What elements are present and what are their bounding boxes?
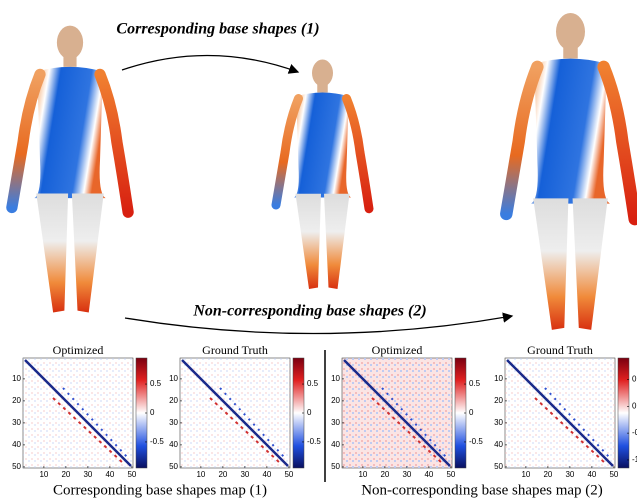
diagonal [62,387,129,459]
x-tick-label: 30 [83,470,92,479]
x-tick-label: 30 [565,470,574,479]
x-tick-label: 40 [424,470,433,479]
y-tick-label: 10 [169,374,178,383]
x-tick-label: 40 [587,470,596,479]
colorbar-tick-label: 0 [632,401,637,410]
colorbar-tick-label: 0.5 [150,379,162,388]
colorbar-tick-label: 0.5 [307,379,319,388]
diagonal [24,359,132,467]
y-tick-label: 40 [169,440,178,449]
diagonal [52,397,124,464]
body-shape [276,60,369,290]
x-tick-label: 20 [61,470,70,479]
y-tick-label: 10 [12,374,21,383]
colorbar-tick-label: -0.5 [307,437,321,446]
colorbar-tick-label: 0.5 [469,379,481,388]
diagonal [343,359,451,467]
x-tick-label: 30 [240,470,249,479]
y-tick-label: 10 [331,374,340,383]
colorbar-tick-label: -0.5 [469,437,483,446]
y-tick-label: 40 [331,440,340,449]
x-tick-label: 50 [127,470,136,479]
y-tick-label: 50 [169,462,178,471]
y-tick-label: 10 [494,374,503,383]
colorbar-tick-label: -1 [632,455,637,464]
caption: Non-corresponding base shapes map (2) [361,482,603,498]
diagonal [506,359,614,467]
diagonal [181,359,289,467]
diagonal [534,397,606,464]
colorbar [617,357,630,469]
y-tick-label: 40 [12,440,21,449]
x-tick-label: 40 [262,470,271,479]
arrow-label: Corresponding base shapes (1) [116,21,319,38]
x-tick-label: 10 [358,470,367,479]
panel-title: Optimized [372,343,423,357]
x-tick-label: 50 [446,470,455,479]
diagonal [209,397,281,464]
x-tick-label: 20 [218,470,227,479]
x-tick-label: 50 [284,470,293,479]
colorbar-tick-label: 0 [150,408,155,417]
x-tick-label: 50 [609,470,618,479]
y-tick-label: 50 [12,462,21,471]
colorbar-tick-label: -0.5 [150,437,164,446]
x-tick-label: 10 [521,470,530,479]
diagonal [371,397,443,464]
x-tick-label: 40 [105,470,114,479]
arrow [124,312,514,335]
y-tick-label: 30 [331,418,340,427]
panel-title: Ground Truth [527,343,593,357]
diagonal [219,387,286,459]
y-tick-label: 50 [331,462,340,471]
y-tick-label: 30 [494,418,503,427]
colorbar-tick-label: 0 [307,408,312,417]
colorbar-tick-label: -0.5 [632,428,637,437]
body-shape [506,13,634,330]
x-tick-label: 20 [543,470,552,479]
y-tick-label: 20 [331,396,340,405]
y-tick-label: 30 [169,418,178,427]
caption: Corresponding base shapes map (1) [53,482,267,498]
y-tick-label: 20 [12,396,21,405]
diagonal [544,387,611,459]
y-tick-label: 50 [494,462,503,471]
y-tick-label: 40 [494,440,503,449]
panel-title: Ground Truth [202,343,268,357]
y-tick-label: 20 [494,396,503,405]
x-tick-label: 20 [380,470,389,479]
x-tick-label: 10 [196,470,205,479]
x-tick-label: 10 [39,470,48,479]
x-tick-label: 30 [402,470,411,479]
arrow-label: Non-corresponding base shapes (2) [192,303,426,320]
arrow [121,54,300,74]
panel-title: Optimized [53,343,104,357]
body-shape [12,26,128,313]
y-tick-label: 20 [169,396,178,405]
diagonal [381,387,448,459]
y-tick-label: 30 [12,418,21,427]
colorbar-tick-label: 0 [469,408,474,417]
colorbar-tick-label: 0.5 [632,375,637,384]
